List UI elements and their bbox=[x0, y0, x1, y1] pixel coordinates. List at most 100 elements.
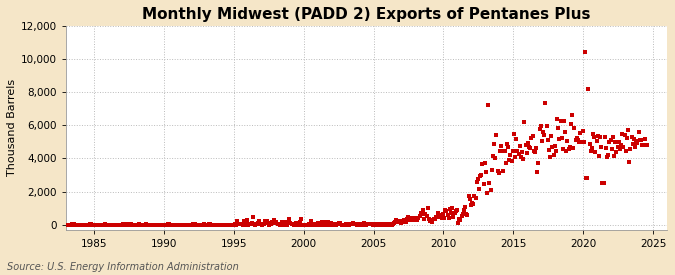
Point bbox=[378, 222, 389, 227]
Point bbox=[476, 173, 487, 177]
Point bbox=[532, 170, 543, 174]
Point bbox=[377, 222, 387, 227]
Point bbox=[381, 222, 392, 227]
Point bbox=[159, 222, 170, 227]
Point bbox=[187, 222, 198, 227]
Point bbox=[531, 146, 541, 151]
Point bbox=[551, 117, 562, 121]
Point bbox=[427, 220, 438, 224]
Point bbox=[400, 220, 411, 224]
Point bbox=[367, 222, 377, 227]
Point bbox=[635, 138, 646, 142]
Point bbox=[193, 222, 204, 227]
Point bbox=[526, 136, 537, 140]
Point bbox=[321, 220, 332, 225]
Point bbox=[121, 222, 132, 226]
Point bbox=[481, 170, 491, 174]
Point bbox=[349, 222, 360, 227]
Point bbox=[145, 222, 156, 227]
Point bbox=[299, 222, 310, 227]
Point bbox=[546, 134, 557, 138]
Point bbox=[484, 181, 495, 186]
Point bbox=[82, 222, 93, 227]
Point bbox=[272, 222, 283, 227]
Point bbox=[119, 222, 130, 227]
Point bbox=[590, 149, 601, 154]
Point bbox=[124, 222, 135, 227]
Point bbox=[538, 130, 549, 134]
Point bbox=[286, 222, 297, 226]
Point bbox=[119, 222, 130, 227]
Point bbox=[425, 219, 435, 223]
Point bbox=[63, 222, 74, 227]
Point bbox=[308, 222, 319, 227]
Point bbox=[322, 220, 333, 225]
Point bbox=[80, 222, 91, 227]
Point bbox=[172, 222, 183, 227]
Point bbox=[217, 222, 228, 227]
Point bbox=[626, 135, 637, 139]
Point bbox=[265, 221, 276, 226]
Point bbox=[103, 222, 114, 227]
Point bbox=[609, 153, 620, 158]
Point bbox=[256, 222, 267, 226]
Point bbox=[423, 206, 433, 211]
Point bbox=[578, 140, 589, 145]
Point bbox=[550, 149, 561, 153]
Point bbox=[138, 222, 149, 227]
Point bbox=[209, 222, 220, 227]
Point bbox=[370, 222, 381, 227]
Point bbox=[202, 222, 213, 227]
Point bbox=[482, 191, 493, 195]
Point bbox=[182, 222, 192, 227]
Point bbox=[440, 208, 451, 212]
Point bbox=[87, 222, 98, 227]
Point bbox=[574, 140, 585, 144]
Point bbox=[315, 222, 326, 227]
Point bbox=[364, 222, 375, 226]
Point bbox=[199, 222, 210, 226]
Point bbox=[244, 222, 255, 227]
Point bbox=[132, 222, 143, 227]
Point bbox=[435, 215, 446, 219]
Point bbox=[397, 219, 408, 224]
Point bbox=[92, 222, 103, 227]
Point bbox=[575, 131, 586, 135]
Point bbox=[151, 222, 162, 227]
Point bbox=[582, 176, 593, 181]
Point bbox=[466, 203, 477, 207]
Point bbox=[475, 174, 485, 178]
Point bbox=[580, 176, 591, 181]
Point bbox=[86, 222, 97, 227]
Point bbox=[283, 221, 294, 225]
Point bbox=[281, 222, 292, 227]
Point bbox=[410, 216, 421, 220]
Point bbox=[211, 222, 221, 227]
Point bbox=[597, 181, 608, 186]
Point bbox=[114, 222, 125, 227]
Point bbox=[593, 153, 604, 158]
Point bbox=[376, 222, 387, 226]
Text: Source: U.S. Energy Information Administration: Source: U.S. Energy Information Administ… bbox=[7, 262, 238, 272]
Point bbox=[161, 222, 172, 227]
Point bbox=[428, 217, 439, 222]
Point bbox=[347, 222, 358, 226]
Point bbox=[432, 214, 443, 219]
Point bbox=[434, 212, 445, 217]
Point bbox=[169, 222, 180, 227]
Point bbox=[457, 211, 468, 216]
Point bbox=[446, 211, 456, 215]
Point bbox=[545, 155, 556, 160]
Point bbox=[505, 153, 516, 158]
Point bbox=[242, 218, 252, 222]
Point bbox=[470, 195, 481, 200]
Point bbox=[246, 221, 257, 226]
Point bbox=[405, 216, 416, 221]
Point bbox=[534, 127, 545, 131]
Point bbox=[259, 222, 269, 226]
Point bbox=[61, 222, 72, 227]
Point bbox=[433, 211, 443, 215]
Point bbox=[105, 222, 115, 227]
Point bbox=[144, 222, 155, 227]
Point bbox=[215, 222, 226, 227]
